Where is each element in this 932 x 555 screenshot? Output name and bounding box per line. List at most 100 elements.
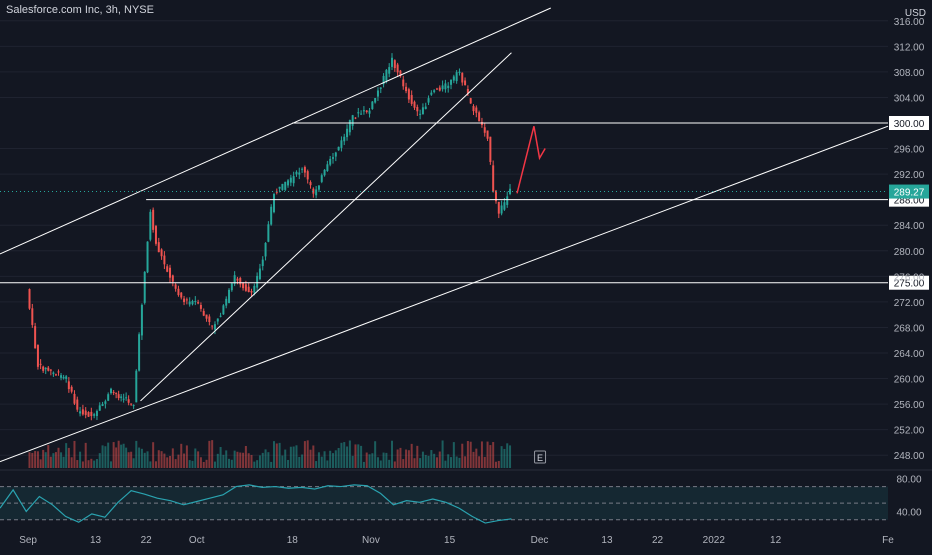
candle-body	[216, 318, 219, 322]
candle-body	[233, 275, 236, 284]
volume-bar	[49, 456, 52, 468]
volume-bar	[239, 452, 242, 468]
y-tick-label: 252.00	[894, 426, 925, 437]
candle-body	[315, 189, 318, 196]
candle-body	[270, 206, 273, 225]
volume-bar	[413, 458, 416, 468]
volume-bar	[107, 442, 110, 468]
candle-body	[236, 278, 239, 281]
candle-body	[289, 177, 292, 183]
candle-body	[346, 128, 349, 138]
candle-body	[385, 69, 388, 81]
volume-bar	[298, 456, 301, 468]
candle-body	[264, 242, 267, 257]
volume-bar	[73, 440, 76, 468]
candle-body	[323, 169, 326, 176]
candle-body	[458, 71, 461, 73]
volume-bar	[67, 447, 70, 468]
candle-body	[127, 399, 130, 403]
candle-body	[188, 301, 191, 305]
volume-bar	[382, 452, 385, 468]
volume-bar	[54, 452, 57, 468]
candle-body	[472, 106, 475, 112]
volume-bar	[191, 460, 194, 468]
y-tick-label: 276.00	[894, 272, 925, 283]
volume-bar	[52, 453, 55, 468]
volume-bar	[28, 452, 31, 468]
candle-body	[399, 70, 402, 77]
x-tick-label: Fe	[882, 535, 894, 546]
candle-body	[309, 182, 312, 186]
volume-bar	[374, 441, 377, 468]
volume-bar	[278, 442, 281, 468]
volume-bar	[334, 450, 337, 468]
volume-bar	[130, 451, 133, 468]
candle-body	[199, 305, 202, 309]
candle-body	[357, 112, 360, 114]
volume-bar	[489, 445, 492, 468]
volume-bar	[211, 440, 214, 468]
volume-bar	[393, 461, 396, 468]
candle-body	[52, 372, 55, 374]
volume-bar	[169, 455, 172, 468]
candle-body	[152, 209, 155, 230]
candle-body	[267, 224, 270, 242]
candle-body	[146, 241, 149, 273]
candle-body	[222, 305, 225, 315]
volume-bar	[188, 460, 191, 468]
x-tick-label: 15	[444, 535, 456, 546]
candle-body	[430, 92, 433, 95]
volume-bar	[42, 449, 45, 468]
candle-body	[475, 107, 478, 113]
candle-body	[76, 399, 79, 410]
volume-bar	[379, 460, 382, 468]
rising-trend-line	[140, 52, 512, 402]
candle-body	[452, 76, 455, 81]
volume-bar	[450, 457, 453, 468]
volume-bar	[177, 454, 180, 468]
volume-bar	[143, 452, 146, 468]
volume-bar	[329, 450, 332, 468]
volume-bar	[242, 452, 245, 468]
volume-bar	[410, 443, 413, 468]
volume-bar	[120, 444, 123, 468]
volume-bar	[62, 456, 65, 468]
volume-bar	[132, 458, 135, 468]
volume-bar	[90, 458, 93, 468]
volume-bar	[435, 457, 438, 468]
y-tick-label: 316.00	[894, 17, 925, 28]
candle-body	[65, 376, 68, 379]
candle-body	[391, 57, 394, 67]
x-tick-label: 22	[652, 535, 664, 546]
candle-body	[301, 168, 304, 170]
volume-bar	[464, 456, 467, 468]
x-tick-label: Nov	[362, 535, 380, 546]
volume-bar	[183, 453, 186, 468]
candle-body	[166, 266, 169, 272]
volume-bar	[272, 441, 275, 468]
last-price-label-bg	[889, 184, 929, 199]
volume-bar	[98, 453, 101, 468]
volume-bar	[492, 442, 495, 468]
candle-body	[31, 308, 34, 325]
candle-body	[143, 271, 146, 303]
volume-bar	[312, 445, 315, 468]
candle-body	[435, 88, 438, 90]
y-tick-label: 292.00	[894, 170, 925, 181]
candle-body	[194, 300, 197, 302]
volume-bar	[44, 452, 47, 468]
volume-bar	[419, 458, 422, 468]
rsi-tick-label: 40.00	[896, 507, 921, 518]
y-tick-label: 268.00	[894, 323, 925, 334]
volume-bar	[317, 452, 320, 468]
volume-bar	[104, 446, 107, 468]
trend-lines	[0, 7, 889, 463]
volume-bar	[368, 454, 371, 468]
candle-body	[253, 285, 256, 293]
volume-bar	[84, 442, 87, 468]
earnings-marker[interactable]	[534, 450, 547, 464]
volume-bar	[503, 448, 506, 468]
candle-body	[57, 371, 60, 373]
